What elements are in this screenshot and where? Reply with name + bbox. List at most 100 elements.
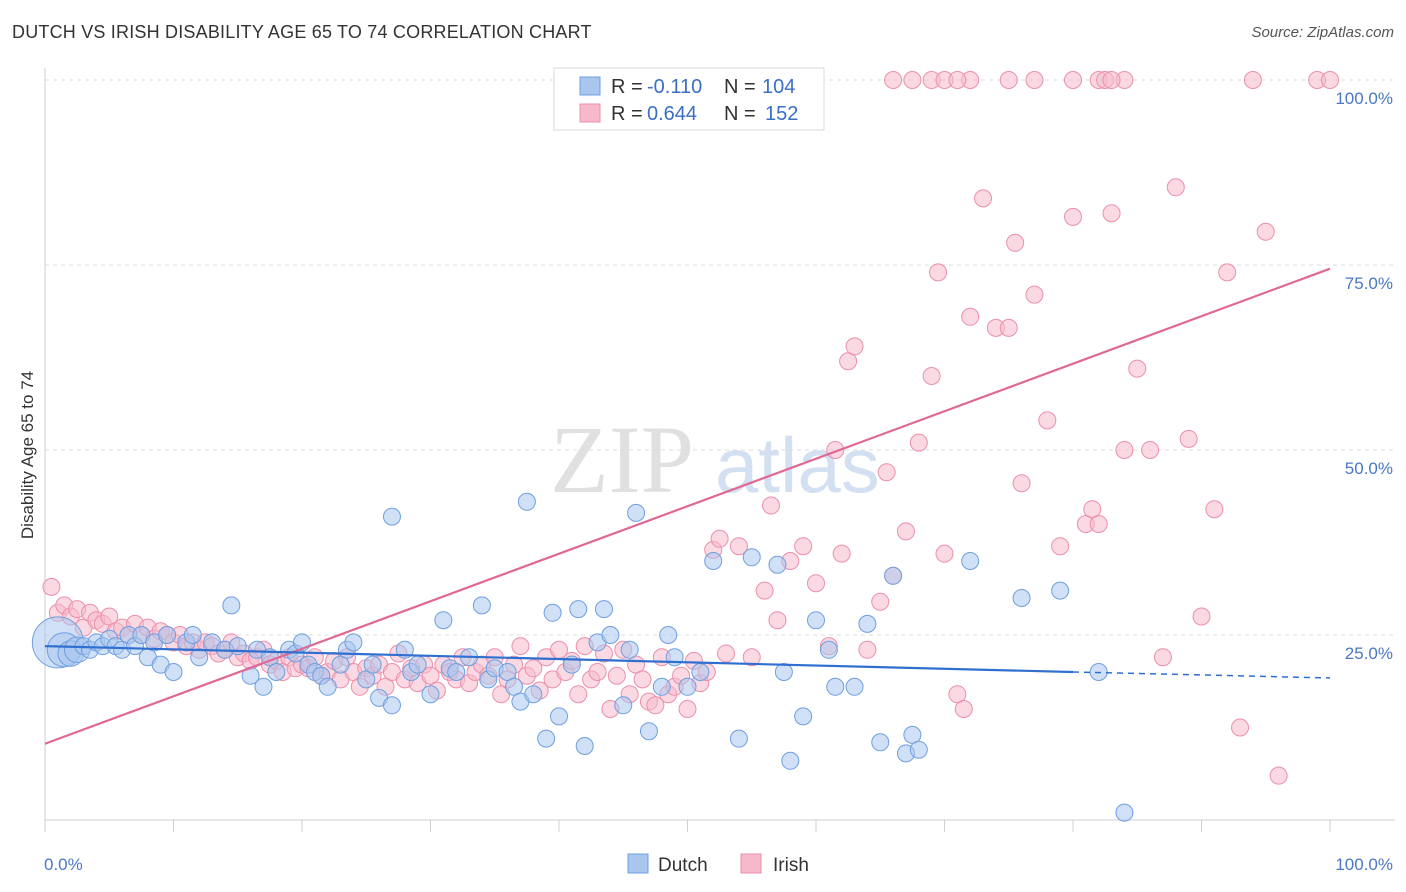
dutch-point (517, 492, 536, 511)
dutch-trend-extension (1072, 671, 1331, 679)
dutch-point (768, 555, 787, 574)
legend-irish-n-label: N = (724, 103, 756, 125)
irish-point (1153, 648, 1172, 667)
dutch-point (363, 655, 382, 674)
trend-lines (44, 267, 1331, 745)
dutch-point (794, 707, 813, 726)
irish-point (717, 644, 736, 663)
irish-point (1231, 718, 1250, 737)
irish-point (1179, 429, 1198, 448)
irish-point (871, 592, 890, 611)
irish-trend-line (44, 267, 1331, 745)
y-tick-label: 75.0% (1345, 274, 1393, 293)
irish-point (954, 700, 973, 718)
tick-labels: 25.0% 50.0% 75.0% 100.0% 0.0% 100.0% (44, 89, 1393, 874)
legend-irish-r-label: R = (611, 103, 643, 125)
irish-point (1038, 411, 1057, 430)
dutch-point (742, 548, 761, 567)
dutch-point (550, 707, 568, 726)
legend-irish-swatch (579, 103, 601, 123)
dutch-point (807, 611, 825, 630)
dutch-point (826, 677, 845, 696)
dutch-point (620, 640, 639, 659)
y-tick-label: 100.0% (1335, 89, 1393, 108)
dutch-point (1115, 803, 1134, 822)
y-tick-label: 50.0% (1345, 459, 1393, 478)
dutch-point (190, 648, 209, 667)
chart-title: DUTCH VS IRISH DISABILITY AGE 65 TO 74 C… (12, 22, 592, 42)
dutch-series (31, 492, 1134, 822)
irish-point (1141, 441, 1160, 459)
y-tick-label: 25.0% (1345, 644, 1393, 663)
dutch-point (601, 626, 620, 644)
irish-point (1205, 500, 1224, 519)
irish-point (1269, 766, 1288, 785)
legend-dutch-r-value: -0.110 (647, 76, 702, 98)
dutch-point (594, 600, 613, 619)
dutch-point (158, 626, 177, 644)
dutch-point (524, 685, 543, 704)
dutch-point (729, 729, 748, 748)
dutch-point (781, 751, 800, 770)
watermark-zip: ZIP (550, 406, 694, 513)
irish-point (1012, 474, 1031, 493)
legend-dutch-n-label: N = (724, 76, 756, 98)
dutch-point (421, 685, 440, 704)
irish-point (511, 637, 530, 656)
dutch-point (627, 503, 646, 522)
dutch-trend-line (44, 645, 1074, 674)
y-axis-label: Disability Age 65 to 74 (18, 371, 37, 539)
irish-point (588, 663, 607, 681)
dutch-point (678, 677, 697, 696)
irish-point (646, 696, 665, 715)
dutch-point (652, 677, 671, 696)
dutch-point (164, 663, 183, 681)
bottom-legend-dutch-swatch (627, 853, 649, 874)
irish-point (999, 71, 1018, 89)
dutch-point (472, 596, 491, 615)
dutch-point (909, 740, 928, 759)
dutch-point (434, 611, 453, 630)
irish-point (903, 71, 922, 89)
irish-point (1166, 178, 1185, 197)
legend-dutch-swatch (579, 76, 601, 96)
irish-point (1089, 515, 1108, 533)
irish-point (935, 544, 954, 563)
irish-point (1102, 71, 1121, 89)
dutch-point (575, 737, 594, 755)
dutch-point (183, 626, 202, 644)
dutch-point (408, 655, 427, 674)
irish-point (877, 463, 896, 482)
irish-point (974, 189, 993, 208)
dutch-point (819, 640, 838, 659)
legend-irish-n-value: 152 (765, 103, 798, 125)
dutch-point (382, 696, 401, 715)
legend-box: R = -0.110 N = 104 R = 0.644 N = 152 (553, 67, 825, 131)
x-tick-label: 100.0% (1335, 855, 1393, 874)
dutch-point (961, 552, 980, 570)
irish-point (1128, 359, 1147, 378)
dutch-point (704, 552, 723, 570)
legend-irish-r-value: 0.644 (647, 103, 697, 125)
irish-point (1243, 71, 1262, 89)
irish-point (1064, 207, 1082, 226)
irish-point (909, 433, 928, 452)
dutch-point (569, 600, 588, 619)
irish-point (1321, 71, 1339, 89)
irish-point (710, 529, 729, 548)
dutch-point (639, 722, 658, 741)
irish-point (999, 318, 1018, 337)
dutch-point (691, 663, 710, 681)
irish-point (1218, 263, 1237, 282)
irish-point (524, 659, 543, 678)
legend-dutch-r-label: R = (611, 76, 643, 98)
bottom-legend-irish-label: Irish (773, 855, 809, 876)
dutch-point (447, 663, 466, 681)
dutch-point (267, 663, 286, 681)
irish-point (755, 581, 774, 600)
dutch-point (222, 596, 241, 615)
irish-point (729, 537, 748, 556)
dutch-point (845, 677, 864, 696)
irish-point (896, 522, 915, 541)
